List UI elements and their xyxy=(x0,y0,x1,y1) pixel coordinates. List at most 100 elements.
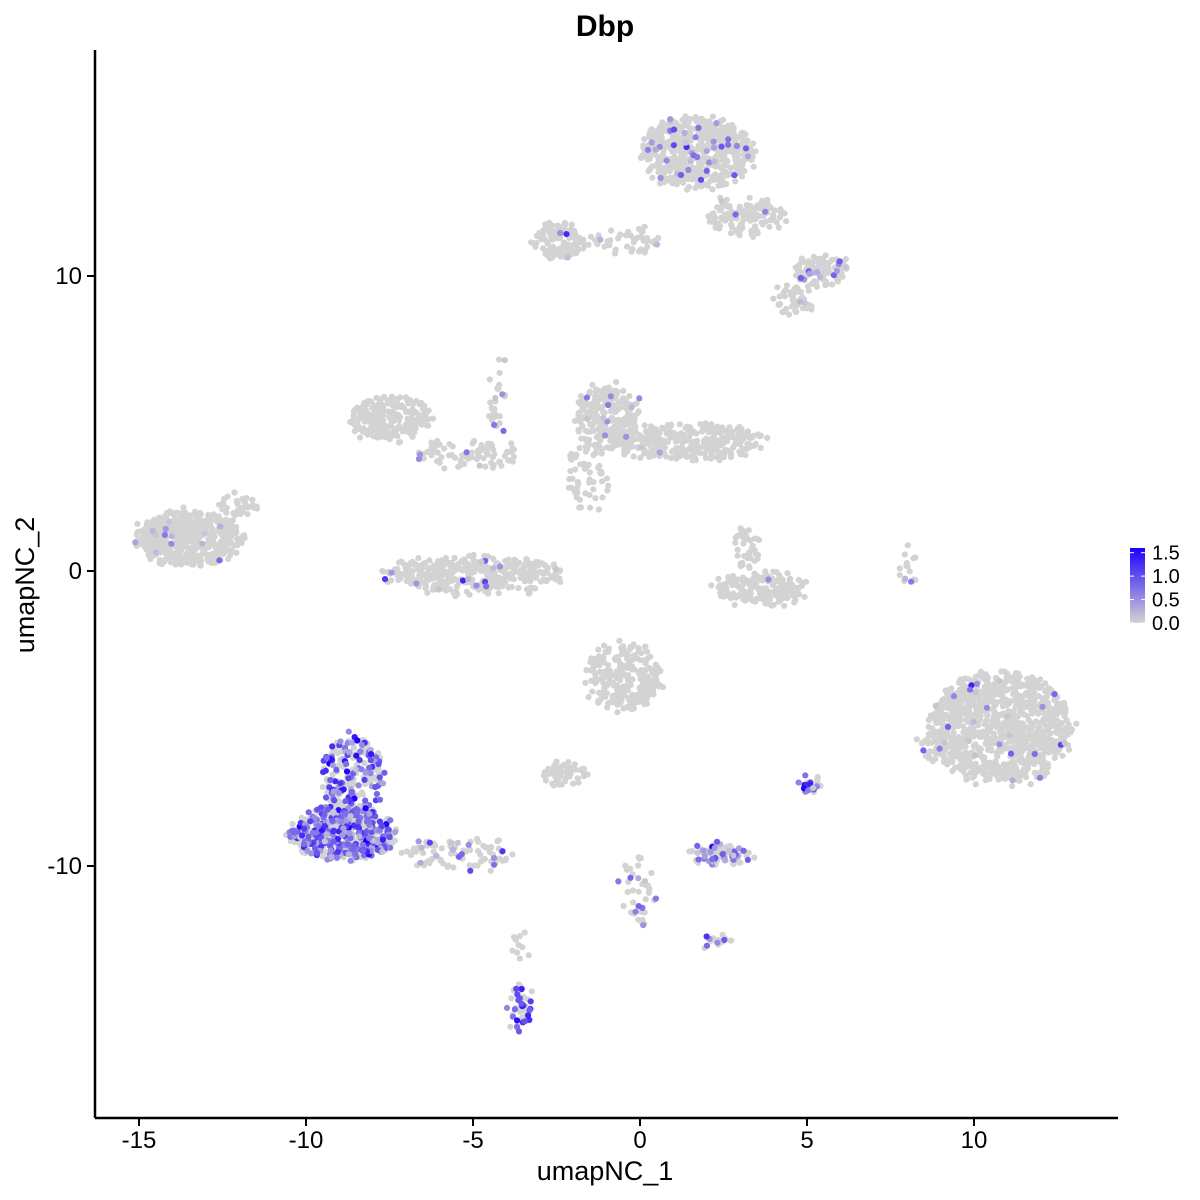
data-point xyxy=(529,562,536,569)
data-point xyxy=(380,412,387,419)
data-point xyxy=(829,281,836,288)
data-point xyxy=(413,410,421,417)
data-point xyxy=(649,682,656,689)
data-point xyxy=(335,762,343,769)
data-point xyxy=(1006,762,1014,770)
data-point xyxy=(641,136,648,143)
data-point xyxy=(147,533,154,540)
data-point xyxy=(561,225,569,232)
data-point xyxy=(904,542,911,549)
data-point xyxy=(482,463,489,470)
data-point xyxy=(490,565,497,572)
data-point xyxy=(1051,745,1058,752)
data-point xyxy=(598,656,605,663)
data-point xyxy=(470,569,477,576)
data-point xyxy=(567,468,574,475)
data-point xyxy=(687,158,694,165)
data-point xyxy=(598,445,605,453)
data-point xyxy=(777,300,784,308)
data-point xyxy=(696,145,703,152)
data-point xyxy=(584,415,591,422)
data-point xyxy=(586,408,593,415)
data-point xyxy=(223,504,230,511)
data-point xyxy=(732,539,739,546)
data-point xyxy=(981,721,988,728)
data-point xyxy=(139,541,146,548)
data-point xyxy=(180,504,187,511)
data-point xyxy=(542,221,549,228)
data-point xyxy=(734,576,741,583)
data-point xyxy=(989,765,996,772)
data-point xyxy=(508,570,515,578)
data-point xyxy=(761,595,768,602)
data-point xyxy=(741,215,748,222)
data-point xyxy=(481,856,488,863)
data-point xyxy=(424,858,431,865)
data-point xyxy=(752,550,759,557)
data-point xyxy=(220,529,228,536)
data-point xyxy=(466,862,473,869)
data-point xyxy=(991,770,998,777)
data-point xyxy=(508,995,515,1002)
data-point xyxy=(982,684,989,691)
data-point xyxy=(517,567,524,575)
data-point xyxy=(632,699,639,706)
data-point xyxy=(635,854,642,861)
data-point xyxy=(233,549,240,556)
data-point xyxy=(480,842,487,849)
data-point xyxy=(510,453,517,460)
data-point xyxy=(980,757,988,765)
data-point xyxy=(657,180,664,187)
data-point xyxy=(557,578,564,586)
data-point xyxy=(361,411,368,418)
data-point xyxy=(433,566,440,573)
data-point xyxy=(356,408,363,416)
data-point xyxy=(1000,774,1007,781)
data-point xyxy=(449,569,456,576)
data-point xyxy=(732,163,739,170)
data-point xyxy=(1004,671,1011,678)
data-point xyxy=(736,158,744,165)
data-point xyxy=(415,564,422,571)
data-point xyxy=(570,780,577,787)
data-point xyxy=(523,556,530,563)
data-point xyxy=(607,393,614,400)
data-point xyxy=(596,462,603,469)
data-point xyxy=(1046,704,1053,711)
data-point xyxy=(711,131,718,138)
data-point xyxy=(496,855,503,862)
data-point xyxy=(425,422,432,429)
data-point xyxy=(620,646,627,653)
data-point xyxy=(774,590,782,597)
data-point xyxy=(447,586,454,593)
data-point xyxy=(1037,769,1044,776)
data-point xyxy=(643,695,650,702)
data-point xyxy=(937,713,945,721)
data-point xyxy=(692,172,699,179)
data-point xyxy=(1001,719,1008,727)
data-point xyxy=(969,730,976,737)
data-point xyxy=(592,495,599,502)
data-point xyxy=(727,164,734,171)
data-point xyxy=(745,549,753,556)
data-point xyxy=(736,232,743,239)
data-point xyxy=(1031,750,1038,758)
data-point xyxy=(926,748,934,755)
data-point xyxy=(519,944,526,951)
data-point xyxy=(932,702,939,709)
data-point xyxy=(573,451,580,458)
data-point xyxy=(153,520,160,527)
data-point xyxy=(721,211,729,218)
data-point xyxy=(1020,693,1027,700)
data-point xyxy=(201,530,208,537)
data-point xyxy=(1003,677,1010,685)
data-point xyxy=(724,438,731,445)
data-point xyxy=(647,423,655,430)
data-point xyxy=(652,146,659,153)
data-point xyxy=(486,376,493,383)
data-point xyxy=(158,538,165,545)
data-point xyxy=(1043,722,1050,729)
data-point xyxy=(467,846,474,854)
data-point xyxy=(732,211,739,218)
data-point xyxy=(1030,756,1037,763)
